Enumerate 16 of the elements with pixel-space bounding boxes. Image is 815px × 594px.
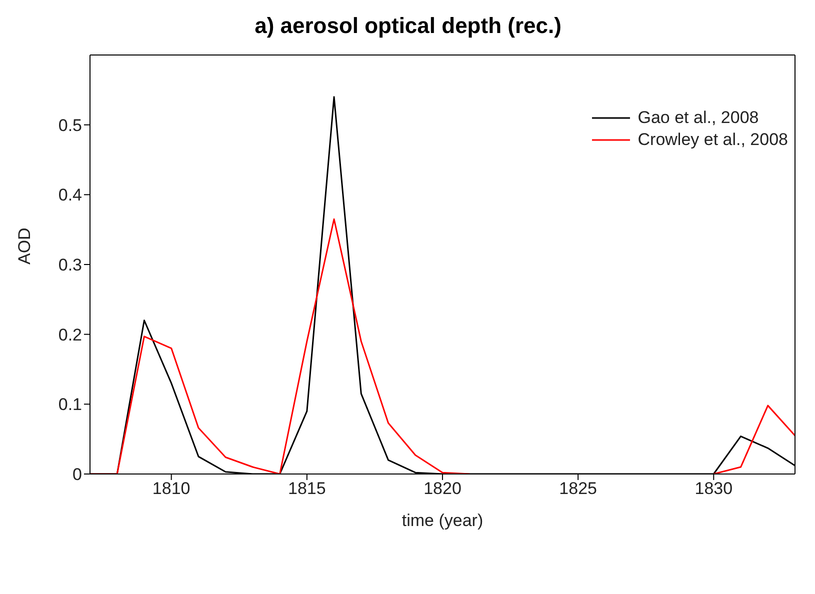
x-tick-label: 1825 [559, 479, 597, 498]
x-tick-label: 1810 [152, 479, 190, 498]
x-tick-label: 1815 [288, 479, 326, 498]
chart-title: a) aerosol optical depth (rec.) [254, 12, 562, 40]
y-tick-label: 0 [72, 465, 82, 484]
y-tick-label: 0.4 [58, 186, 82, 205]
y-tick-label: 0.1 [58, 395, 82, 414]
y-tick-label: 0.2 [58, 325, 82, 344]
y-tick-label: 0.5 [58, 116, 82, 135]
legend-label: Gao et al., 2008 [638, 108, 759, 128]
legend-label: Crowley et al., 2008 [638, 130, 788, 150]
y-tick-label: 0.3 [58, 256, 82, 275]
y-axis-title: AOD [15, 228, 34, 264]
x-axis-title: time (year) [402, 511, 484, 530]
x-tick-label: 1830 [694, 479, 733, 498]
x-tick-label: 1820 [424, 479, 462, 498]
